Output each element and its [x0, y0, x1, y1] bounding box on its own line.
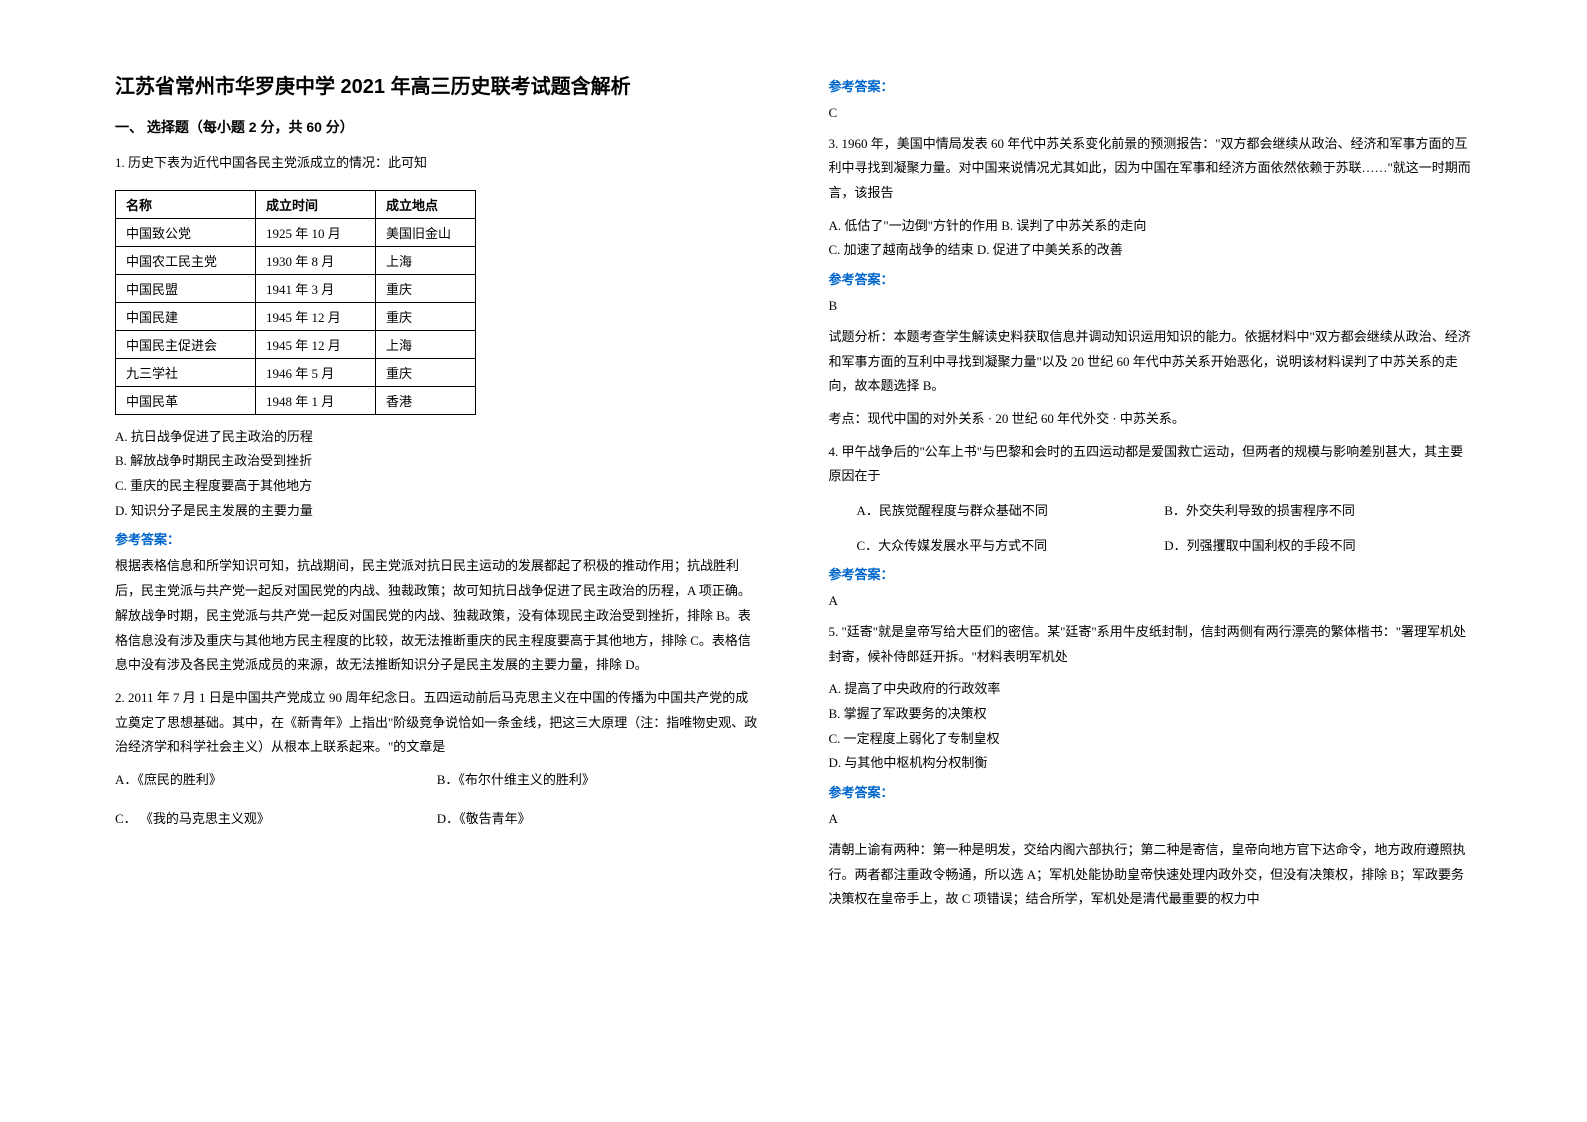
q1-table: 名称 成立时间 成立地点 中国致公党1925 年 10 月美国旧金山 中国农工民… [115, 190, 476, 415]
q1-explanation: 根据表格信息和所学知识可知，抗战期间，民主党派对抗日民主运动的发展都起了积极的推… [115, 554, 759, 677]
q1-option-d: D. 知识分子是民主发展的主要力量 [115, 499, 759, 524]
table-row: 中国民盟1941 年 3 月重庆 [116, 274, 476, 302]
q2-option-b: B．《布尔什维主义的胜利》 [437, 768, 759, 793]
q4-option-a: A．民族觉醒程度与群众基础不同 [857, 499, 1165, 524]
q4-option-b: B．外交失利导致的损害程序不同 [1164, 499, 1472, 524]
q5-stem: 5. "廷寄"就是皇帝写给大臣们的密信。某"廷寄"系用牛皮纸封制，信封两侧有两行… [829, 620, 1473, 669]
table-row: 九三学社1946 年 5 月重庆 [116, 358, 476, 386]
q2-option-d: D．《敬告青年》 [437, 807, 759, 832]
q5-option-c: C. 一定程度上弱化了专制皇权 [829, 727, 1473, 752]
q2-answer-label: 参考答案： [829, 76, 1473, 95]
q1-option-b: B. 解放战争时期民主政治受到挫折 [115, 449, 759, 474]
q4-answer: A [829, 589, 1473, 614]
q5-answer-label: 参考答案： [829, 782, 1473, 801]
q1-answer-label: 参考答案： [115, 529, 759, 548]
q4-option-c: C．大众传媒发展水平与方式不同 [857, 534, 1165, 559]
q3-exam-point: 考点：现代中国的对外关系 · 20 世纪 60 年代外交 · 中苏关系。 [829, 407, 1473, 432]
q2-option-c: C． 《我的马克思主义观》 [115, 807, 437, 832]
table-row: 中国致公党1925 年 10 月美国旧金山 [116, 218, 476, 246]
table-row: 中国民建1945 年 12 月重庆 [116, 302, 476, 330]
q5-answer: A [829, 807, 1473, 832]
table-header: 成立地点 [376, 190, 476, 218]
q3-explanation: 试题分析：本题考查学生解读史料获取信息并调动知识运用知识的能力。依据材料中"双方… [829, 325, 1473, 399]
q3-stem: 3. 1960 年，美国中情局发表 60 年代中苏关系变化前景的预测报告："双方… [829, 132, 1473, 206]
table-row: 中国民主促进会1945 年 12 月上海 [116, 330, 476, 358]
q4-answer-label: 参考答案： [829, 564, 1473, 583]
q2-option-a: A．《庶民的胜利》 [115, 768, 437, 793]
q5-option-d: D. 与其他中枢机构分权制衡 [829, 751, 1473, 776]
section-header: 一、 选择题（每小题 2 分，共 60 分） [115, 117, 759, 137]
q1-option-a: A. 抗日战争促进了民主政治的历程 [115, 425, 759, 450]
q3-option-cd: C. 加速了越南战争的结束 D. 促进了中美关系的改善 [829, 238, 1473, 263]
q2-stem: 2. 2011 年 7 月 1 日是中国共产党成立 90 周年纪念日。五四运动前… [115, 686, 759, 760]
q4-stem: 4. 甲午战争后的"公车上书"与巴黎和会时的五四运动都是爱国救亡运动，但两者的规… [829, 440, 1473, 489]
q3-option-ab: A. 低估了"一边倒"方针的作用 B. 误判了中苏关系的走向 [829, 214, 1473, 239]
table-row: 中国民革1948 年 1 月香港 [116, 386, 476, 414]
page-title: 江苏省常州市华罗庚中学 2021 年高三历史联考试题含解析 [115, 70, 759, 99]
table-header: 成立时间 [256, 190, 376, 218]
q4-option-d: D．列强攫取中国利权的手段不同 [1164, 534, 1472, 559]
q1-option-c: C. 重庆的民主程度要高于其他地方 [115, 474, 759, 499]
q2-answer: C [829, 101, 1473, 126]
table-row: 中国农工民主党1930 年 8 月上海 [116, 246, 476, 274]
q5-option-b: B. 掌握了军政要务的决策权 [829, 702, 1473, 727]
q3-answer-label: 参考答案： [829, 269, 1473, 288]
table-header: 名称 [116, 190, 256, 218]
q5-explanation: 清朝上谕有两种：第一种是明发，交给内阁六部执行；第二种是寄信，皇帝向地方官下达命… [829, 838, 1473, 912]
q3-answer: B [829, 294, 1473, 319]
q5-option-a: A. 提高了中央政府的行政效率 [829, 677, 1473, 702]
q1-stem: 1. 历史下表为近代中国各民主党派成立的情况：此可知 [115, 151, 759, 176]
